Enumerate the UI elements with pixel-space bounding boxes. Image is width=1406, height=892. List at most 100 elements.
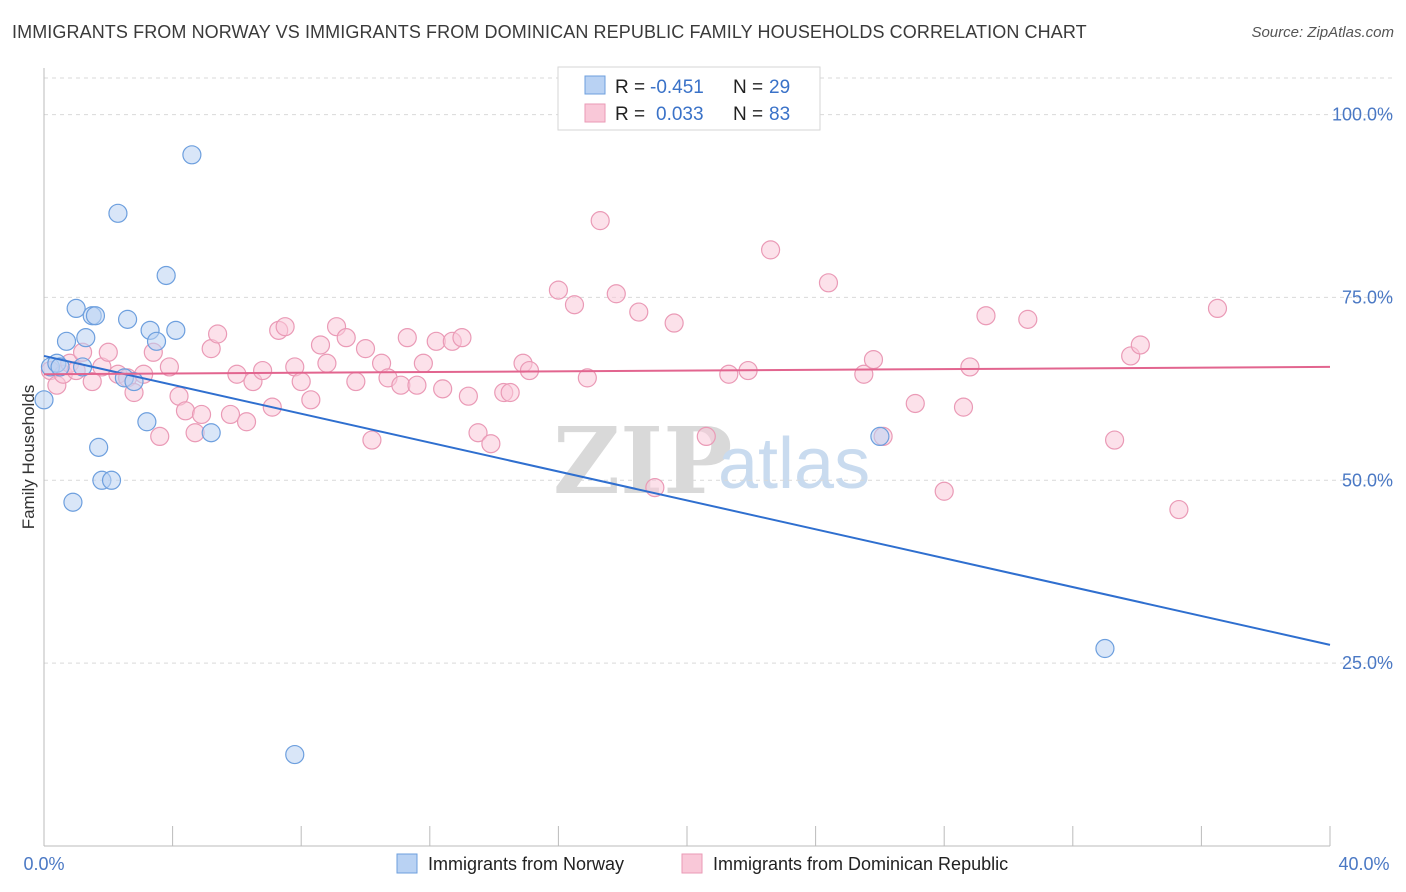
dominican-point	[1018, 309, 1038, 329]
dominican-point	[346, 371, 366, 392]
dominican-point	[468, 423, 488, 443]
dominican-point	[236, 412, 257, 432]
dominican-point	[564, 295, 585, 315]
norway-point	[66, 298, 86, 318]
norway-point	[137, 412, 157, 432]
dominican-n-label: N =	[733, 104, 763, 125]
dominican-point	[185, 423, 205, 443]
dominican-point	[310, 335, 331, 355]
dominican-n-value: 83	[769, 104, 790, 125]
bottom-legend-norway-swatch	[396, 853, 418, 874]
dominican-point	[696, 426, 716, 446]
dominican-point	[458, 386, 478, 406]
watermark-zip: ZIP	[553, 407, 732, 515]
norway-point	[146, 331, 167, 351]
dominican-point	[208, 324, 228, 344]
dominican-point	[220, 404, 241, 425]
dominican-point	[391, 375, 411, 395]
dominican-point	[1104, 430, 1125, 450]
y-tick-label: 75.0%	[1342, 287, 1393, 307]
norway-point	[50, 357, 70, 377]
dominican-point	[82, 371, 102, 392]
dominican-point	[548, 280, 569, 300]
dominican-point	[407, 375, 427, 395]
dominican-legend-swatch	[584, 103, 606, 123]
dominican-point	[577, 368, 597, 388]
dominican-r-label: R =	[615, 104, 645, 125]
stats-legend: R = -0.451 N = 29 R = 0.033 N = 83	[557, 66, 821, 131]
dominican-point	[1207, 298, 1228, 318]
watermark: ZIP atlas	[553, 407, 870, 515]
dominican-point	[301, 390, 321, 410]
norway-point	[76, 328, 96, 348]
watermark-atlas: atlas	[718, 424, 870, 504]
dominican-point	[397, 328, 417, 348]
dominican-point	[159, 357, 179, 377]
dominican-point	[934, 481, 954, 501]
dominican-point	[336, 328, 356, 348]
dominican-point	[976, 306, 996, 326]
dominican-point	[606, 284, 626, 304]
bottom-legend-norway-label: Immigrants from Norway	[428, 854, 624, 874]
bottom-legend-dominican-swatch	[681, 853, 703, 874]
norway-r-value: -0.451	[650, 77, 704, 98]
dominican-point	[1169, 499, 1189, 520]
norway-point	[56, 331, 77, 351]
norway-point	[201, 423, 221, 443]
dominican-point	[452, 328, 472, 348]
dominican-point	[481, 434, 501, 454]
dominican-point	[150, 426, 170, 446]
norway-point	[117, 309, 138, 329]
source-credit: Source: ZipAtlas.com	[1251, 24, 1394, 41]
chart-title: IMMIGRANTS FROM NORWAY VS IMMIGRANTS FRO…	[12, 22, 1087, 42]
y-axis-title: Family Households	[19, 385, 38, 530]
dominican-point	[413, 353, 433, 373]
bottom-legend: Immigrants from Norway Immigrants from D…	[396, 853, 1008, 874]
x-axis-ticks	[43, 826, 1331, 846]
norway-point	[85, 306, 106, 326]
dominican-point	[760, 240, 781, 260]
norway-n-value: 29	[769, 77, 790, 98]
norway-point	[182, 145, 202, 165]
norway-trend-line	[43, 354, 1331, 646]
dominican-point	[98, 342, 118, 362]
x-tick-label-min: 0.0%	[23, 854, 64, 874]
dominican-point	[291, 371, 311, 392]
norway-point	[108, 203, 128, 223]
norway-point	[285, 744, 305, 765]
dominican-r-value: 0.033	[656, 104, 704, 125]
bottom-legend-dominican-label: Immigrants from Dominican Republic	[713, 854, 1008, 874]
norway-point	[89, 437, 109, 457]
dominican-point	[191, 404, 212, 425]
norway-point	[870, 426, 890, 446]
norway-r-label: R =	[615, 77, 645, 98]
dominican-point	[227, 364, 247, 384]
y-tick-label: 100.0%	[1332, 105, 1393, 125]
norway-legend-swatch	[584, 75, 606, 95]
dominican-point	[590, 211, 610, 231]
norway-point	[34, 390, 54, 410]
trend-lines	[43, 354, 1331, 646]
dominican-trend-line	[43, 365, 1331, 376]
dominican-point	[317, 353, 337, 373]
norway-point	[63, 492, 83, 512]
dominican-point	[953, 397, 974, 417]
y-axis-tick-labels: 25.0% 50.0% 75.0% 100.0%	[1332, 105, 1393, 674]
norway-point	[166, 320, 186, 340]
norway-point	[101, 470, 122, 490]
dominican-point	[960, 357, 980, 377]
y-tick-label: 25.0%	[1342, 653, 1393, 673]
dominican-point	[253, 360, 273, 381]
dominican-point	[500, 382, 520, 403]
x-tick-label-max: 40.0%	[1338, 854, 1389, 874]
dominican-point	[362, 430, 382, 450]
dominican-point	[1130, 335, 1150, 355]
dominican-point	[863, 350, 884, 370]
y-tick-label: 50.0%	[1342, 470, 1393, 490]
norway-n-label: N =	[733, 77, 763, 98]
norway-point	[156, 265, 176, 286]
dominican-point	[433, 379, 453, 399]
dominican-point	[664, 313, 684, 333]
dominican-point	[905, 393, 925, 414]
